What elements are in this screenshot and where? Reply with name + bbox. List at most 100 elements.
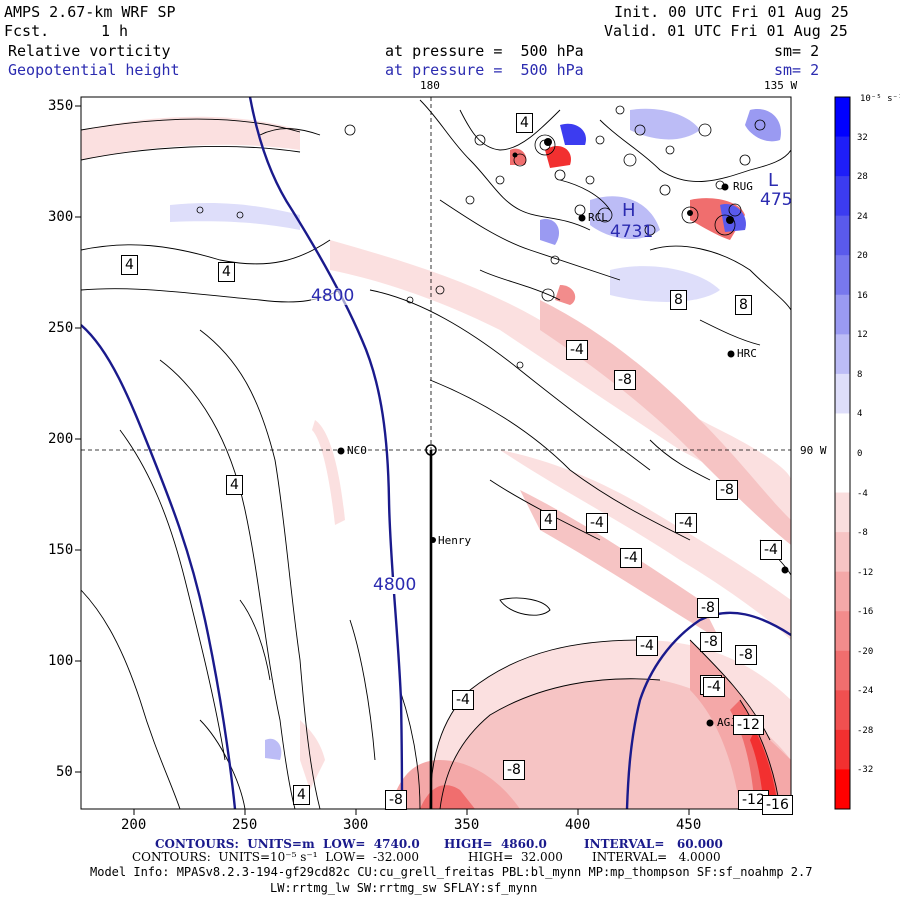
vorticity-contour-label: -8 xyxy=(614,370,636,390)
colorbar-tick-label: -28 xyxy=(857,725,874,736)
pressure-label-2: at pressure = 500 hPa xyxy=(385,61,584,79)
station-rug-marker xyxy=(721,183,729,191)
colorbar-tick-label: -12 xyxy=(857,567,874,578)
colorbar-swatch xyxy=(835,453,850,494)
station-edge-marker xyxy=(781,566,789,574)
station-henry-label: Henry xyxy=(438,534,472,547)
colorbar-tick-label: 24 xyxy=(857,211,868,222)
field-vorticity-label: Relative vorticity xyxy=(8,42,171,60)
vorticity-contour-label: 4 xyxy=(293,785,310,805)
colorbar-swatch xyxy=(835,650,850,691)
plot-frame xyxy=(80,96,792,810)
lon-label-90w: 90 W xyxy=(800,444,827,457)
field-height-label: Geopotential height xyxy=(8,61,180,79)
y-tick-150: 150 xyxy=(48,542,74,558)
y-tick-200: 200 xyxy=(48,431,74,447)
dense-contour-clusters xyxy=(512,138,734,224)
vorticity-contours xyxy=(81,99,791,809)
vorticity-contour-label: 4 xyxy=(218,262,235,282)
colorbar-swatch xyxy=(835,729,850,770)
vorticity-contour-label: -8 xyxy=(697,598,719,618)
station-hrc-marker xyxy=(727,350,735,358)
colorbar-tick-label: -20 xyxy=(857,646,874,657)
vorticity-contour-label: -8 xyxy=(503,760,525,780)
colorbar-tick-label: 28 xyxy=(857,172,868,183)
x-tick-300: 300 xyxy=(343,817,369,833)
colorbar-swatch xyxy=(835,611,850,652)
y-tick-300: 300 xyxy=(48,209,74,225)
init-time: Init. 00 UTC Fri 01 Aug 25 xyxy=(614,3,849,21)
footer-height-interval: INTERVAL= 60.000 xyxy=(584,837,723,851)
height-label-4800-north: 4800 xyxy=(311,286,355,306)
valid-time: Valid. 01 UTC Fri 01 Aug 25 xyxy=(604,22,848,40)
geopotential-height-contours xyxy=(81,97,791,809)
footer-height-high: HIGH= 4860.0 xyxy=(444,837,547,851)
colorbar-swatch xyxy=(835,294,850,335)
vorticity-contour-label: 4 xyxy=(540,510,557,530)
vorticity-contour-label: 4 xyxy=(226,475,243,495)
model-title: AMPS 2.67-km WRF SP xyxy=(4,3,176,21)
footer-vorticity-interval: INTERVAL= 4.0000 xyxy=(592,850,721,864)
reference-crosshair xyxy=(81,97,791,809)
station-agj-label: AGJ xyxy=(717,716,737,729)
colorbar-tick-label: 32 xyxy=(857,132,868,143)
height-label-4731: 4731 xyxy=(610,222,654,242)
vorticity-contour-label: -4 xyxy=(620,548,642,568)
colorbar-swatch xyxy=(835,373,850,414)
vorticity-contour-label: -4 xyxy=(566,340,588,360)
station-hrc-label: HRC xyxy=(737,347,757,360)
vorticity-contour-label: -8 xyxy=(700,632,722,652)
colorbar-swatch xyxy=(835,136,850,177)
station-henry-marker xyxy=(430,537,436,543)
forecast-label: Fcst. xyxy=(4,22,50,40)
vorticity-contour-label: -4 xyxy=(760,540,782,560)
map-plot-area xyxy=(81,97,791,809)
y-tick-100: 100 xyxy=(48,653,74,669)
colorbar-swatch xyxy=(835,334,850,375)
colorbar-swatch xyxy=(835,690,850,731)
footer-model-info-2: LW:rrtmg_lw SW:rrtmg_sw SFLAY:sf_mynn xyxy=(270,881,538,895)
colorbar-swatch xyxy=(835,532,850,573)
y-tick-350: 350 xyxy=(48,98,74,114)
x-tick-250: 250 xyxy=(232,817,258,833)
colorbar-frame xyxy=(834,96,851,810)
pole-marker xyxy=(425,444,437,456)
colorbar-swatch xyxy=(835,215,850,256)
station-rcl-marker xyxy=(578,214,586,222)
colorbar-swatch xyxy=(835,413,850,454)
station-markers xyxy=(337,183,789,727)
colorbar-unit: 10⁻⁵ s⁻¹ xyxy=(860,94,900,104)
colorbar-swatch xyxy=(835,176,850,217)
footer-vorticity-high: HIGH= 32.000 xyxy=(468,850,563,864)
pressure-label-1: at pressure = 500 hPa xyxy=(385,42,584,60)
colorbar-tick-label: 16 xyxy=(857,290,868,301)
colorbar-swatch xyxy=(835,769,850,810)
vorticity-contour-label: -16 xyxy=(762,795,793,815)
colorbar-tick-label: -32 xyxy=(857,765,874,776)
smoothing-label-2: sm= 2 xyxy=(774,61,820,79)
colorbar xyxy=(834,96,851,810)
vorticity-contour-label: -8 xyxy=(735,645,757,665)
height-label-4800-south: 4800 xyxy=(373,575,417,595)
high-pressure-letter: H xyxy=(622,200,636,221)
height-label-475: 475 xyxy=(760,190,793,210)
vorticity-contour-label: -8 xyxy=(716,480,738,500)
vorticity-contour-label: -8 xyxy=(385,790,407,810)
station-rug-label: RUG xyxy=(733,180,753,193)
vorticity-contour-label: -4 xyxy=(586,513,608,533)
colorbar-tick-label: 12 xyxy=(857,330,868,341)
y-tick-50: 50 xyxy=(56,764,73,780)
lon-label-180: 180 xyxy=(420,79,440,92)
station-nco-marker xyxy=(337,447,345,455)
x-tick-450: 450 xyxy=(676,817,702,833)
smoothing-label-1: sm= 2 xyxy=(774,42,820,60)
station-nco-label: NCO xyxy=(347,444,367,457)
x-tick-200: 200 xyxy=(121,817,147,833)
vorticity-contour-label: -4 xyxy=(636,636,658,656)
colorbar-swatch xyxy=(835,255,850,296)
station-rcl-label: RCL xyxy=(588,211,608,224)
colorbar-tick-label: -16 xyxy=(857,607,874,618)
colorbar-tick-label: -8 xyxy=(857,528,868,539)
colorbar-tick-label: -24 xyxy=(857,686,874,697)
